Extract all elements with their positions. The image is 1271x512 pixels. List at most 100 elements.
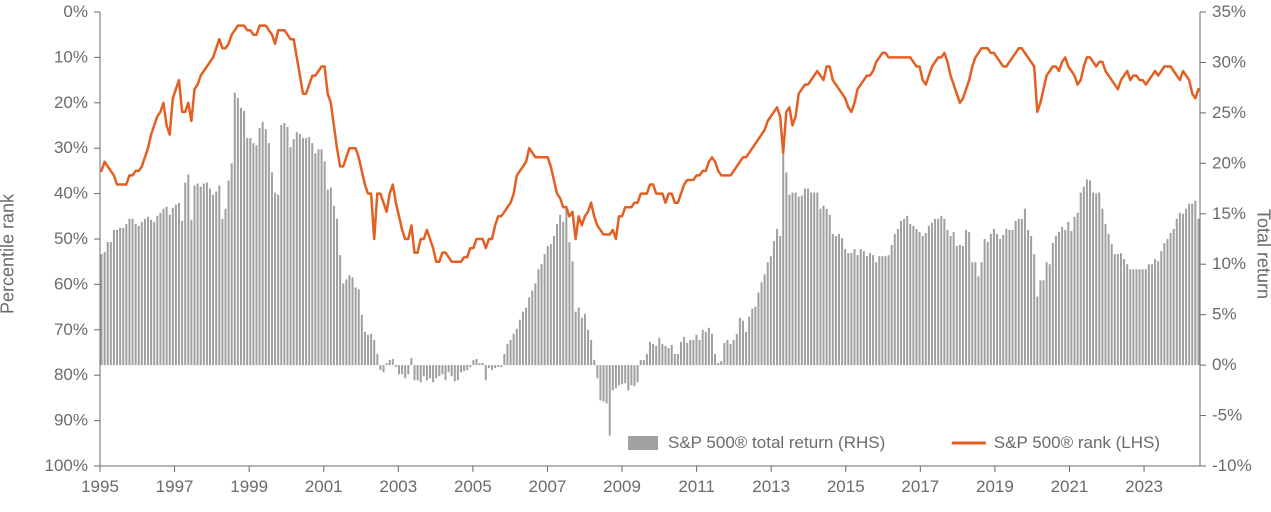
bar — [389, 360, 391, 365]
bar — [1018, 219, 1020, 365]
bar — [971, 262, 973, 365]
bar — [884, 256, 886, 365]
bar — [367, 335, 369, 365]
bar — [683, 337, 685, 365]
bar — [711, 334, 713, 365]
bar — [584, 314, 586, 365]
bar — [110, 242, 112, 365]
x-tick-label: 2011 — [678, 477, 715, 496]
chart-svg: 0%10%20%30%40%50%60%70%80%90%100%-10%-5%… — [0, 0, 1271, 507]
bar — [757, 292, 759, 365]
bar — [655, 346, 657, 365]
bar — [860, 249, 862, 365]
bar — [618, 365, 620, 385]
bar — [1080, 193, 1082, 366]
bar — [296, 132, 298, 365]
bar — [228, 180, 230, 365]
bar — [919, 232, 921, 365]
bar — [754, 307, 756, 366]
bar — [479, 363, 481, 365]
bar — [166, 207, 168, 365]
bar — [175, 205, 177, 365]
x-tick-label: 2017 — [901, 477, 939, 496]
bar — [246, 138, 248, 365]
y-left-tick-label: 70% — [54, 320, 88, 339]
bar — [702, 330, 704, 365]
bar — [792, 193, 794, 366]
bar — [305, 138, 307, 365]
bar — [943, 219, 945, 365]
bar — [491, 365, 493, 370]
bar — [556, 224, 558, 365]
bar — [661, 344, 663, 365]
bar — [928, 226, 930, 365]
bar — [621, 365, 623, 384]
bar — [469, 365, 471, 367]
bar — [519, 320, 521, 365]
bar — [795, 193, 797, 366]
bar — [432, 365, 434, 382]
bar — [308, 137, 310, 365]
bar — [745, 332, 747, 365]
bar — [135, 224, 137, 365]
bar — [934, 219, 936, 365]
bar-series — [101, 93, 1200, 436]
bar — [915, 229, 917, 365]
bar — [974, 262, 976, 365]
bar — [866, 256, 868, 365]
bar — [872, 255, 874, 365]
bar — [810, 193, 812, 366]
bar — [200, 187, 202, 366]
bar — [156, 216, 158, 365]
y-right-tick-label: 15% — [1212, 204, 1246, 223]
bar — [466, 365, 468, 370]
bar — [671, 345, 673, 365]
bar — [231, 163, 233, 365]
bar — [240, 108, 242, 365]
bar — [925, 233, 927, 365]
bar — [937, 219, 939, 365]
bar — [996, 234, 998, 365]
bar — [1083, 187, 1085, 366]
bar — [739, 318, 741, 365]
bar — [336, 219, 338, 365]
bar — [1089, 180, 1091, 365]
y-left-tick-label: 100% — [45, 456, 88, 475]
x-tick-label: 2019 — [976, 477, 1014, 496]
bar — [705, 332, 707, 365]
bar — [568, 242, 570, 365]
bar — [742, 321, 744, 365]
y-right-tick-label: 5% — [1212, 305, 1237, 324]
bar — [550, 244, 552, 365]
bar — [516, 329, 518, 365]
bar — [717, 363, 719, 365]
bar — [1179, 213, 1181, 365]
bar — [630, 365, 632, 385]
bar — [237, 98, 239, 365]
y-left-tick-label: 90% — [54, 411, 88, 430]
bar — [1194, 201, 1196, 365]
bar — [472, 360, 474, 365]
bar — [714, 354, 716, 365]
bar — [931, 223, 933, 365]
bar — [361, 315, 363, 365]
bar — [869, 253, 871, 365]
x-tick-label: 2003 — [379, 477, 417, 496]
bar — [330, 188, 332, 366]
bar — [981, 262, 983, 365]
bar — [587, 330, 589, 365]
bar — [770, 256, 772, 365]
bar — [1135, 269, 1137, 365]
bar — [999, 239, 1001, 365]
bar — [609, 365, 611, 436]
bar — [342, 283, 344, 365]
bar — [531, 290, 533, 365]
bar — [652, 344, 654, 365]
bar — [1129, 269, 1131, 365]
bar — [1064, 230, 1066, 365]
bar — [1111, 244, 1113, 365]
bar — [528, 298, 530, 366]
bar — [317, 149, 319, 365]
bar — [897, 229, 899, 365]
x-tick-label: 1997 — [156, 477, 194, 496]
